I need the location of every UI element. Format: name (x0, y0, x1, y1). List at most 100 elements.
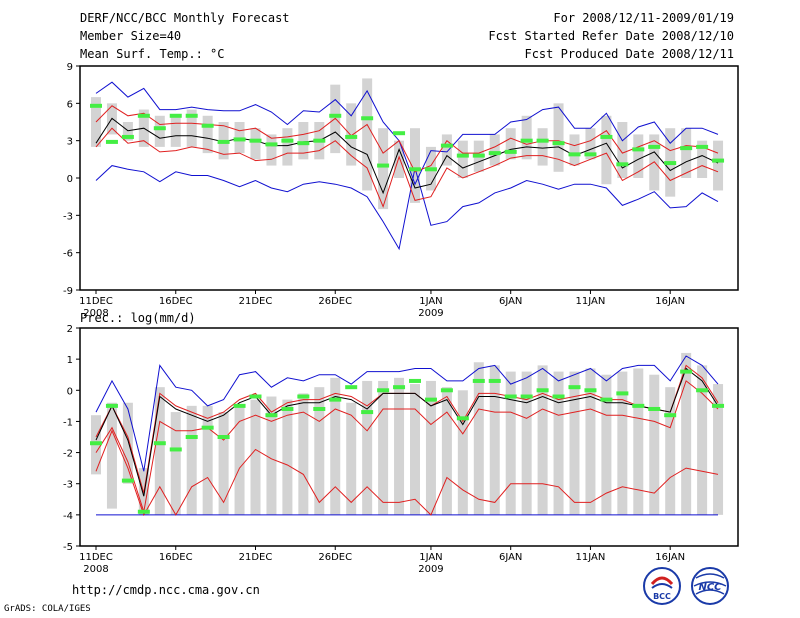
temperature-spread-box (170, 115, 181, 147)
precipitation-observed-marker (185, 435, 198, 439)
precipitation-observed-marker (568, 385, 581, 390)
temperature-y-tick-label: 0 (67, 174, 73, 185)
precipitation-observed-marker (536, 388, 549, 393)
temperature-spread-box (681, 128, 692, 178)
precipitation-observed-marker (137, 509, 150, 514)
precipitation-spread-box (330, 377, 341, 515)
temperature-spread-box (394, 140, 405, 178)
precipitation-spread-box (362, 380, 373, 515)
precipitation-observed-marker (488, 378, 501, 383)
precipitation-spread-box (298, 393, 309, 515)
precipitation-spread-box (441, 387, 452, 515)
temperature-x-tick-label: 11DEC (79, 296, 113, 307)
precipitation-x-tick-label: 11DEC (79, 552, 113, 563)
temperature-y-tick-label: -3 (63, 211, 73, 222)
temperature-spread-box (537, 128, 548, 166)
temperature-observed-marker (664, 161, 677, 166)
precipitation-x-tick-label: 16JAN (655, 552, 685, 563)
temperature-observed-marker (201, 123, 214, 128)
temperature-observed-marker (536, 138, 549, 143)
temperature-y-tick-label: 9 (67, 62, 73, 73)
temperature-y-tick-label: -6 (63, 249, 73, 260)
precipitation-spread-box (617, 371, 628, 515)
precipitation-year-label: 2008 (83, 564, 108, 575)
temperature-spread-box (186, 109, 197, 147)
temperature-spread-box (410, 128, 420, 203)
temperature-observed-marker (472, 153, 485, 158)
temperature-observed-marker (217, 139, 230, 144)
precipitation-observed-marker (345, 385, 358, 390)
precipitation-spread-box (314, 387, 325, 515)
temperature-spread-box (569, 134, 580, 166)
precipitation-spread-box (425, 380, 436, 515)
temperature-y-tick-label: -9 (63, 286, 73, 297)
precipitation-observed-marker (297, 394, 310, 399)
temperature-observed-marker (249, 138, 262, 143)
precipitation-observed-marker (472, 378, 485, 383)
precipitation-x-tick-label: 16DEC (159, 552, 193, 563)
temperature-observed-marker (105, 139, 118, 144)
temperature-observed-marker (121, 134, 134, 139)
precipitation-spread-box (250, 399, 261, 515)
temperature-observed-marker (616, 162, 629, 167)
temperature-observed-marker (393, 131, 406, 136)
temperature-spread-box (521, 115, 532, 160)
temperature-observed-marker (169, 113, 182, 118)
precipitation-spread-box (713, 384, 724, 515)
precipitation-observed-marker (680, 369, 693, 374)
precipitation-y-tick-label: -5 (63, 542, 73, 553)
temperature-observed-marker (297, 141, 310, 146)
precipitation-x-tick-label: 26DEC (318, 552, 352, 563)
temperature-x-tick-label: 6JAN (499, 296, 522, 307)
precipitation-observed-marker (424, 397, 437, 402)
temperature-spread-box (122, 122, 133, 141)
temperature-year-label: 2009 (418, 308, 443, 319)
precipitation-spread-box (234, 405, 245, 515)
temperature-y-tick-label: 6 (67, 99, 73, 110)
temperature-spread-box (298, 122, 309, 160)
precipitation-spread-box (378, 380, 389, 515)
precipitation-spread-box (186, 405, 197, 515)
temperature-x-tick-label: 16DEC (159, 296, 193, 307)
temperature-observed-marker (600, 134, 613, 139)
precipitation-spread-box (170, 412, 181, 515)
temperature-observed-marker (456, 153, 469, 158)
precipitation-observed-marker (456, 416, 469, 421)
precipitation-observed-marker (409, 378, 421, 383)
temperature-observed-marker (696, 144, 709, 149)
temperature-observed-marker (265, 142, 278, 147)
temperature-observed-marker (281, 138, 294, 143)
precipitation-x-tick-label: 21DEC (239, 552, 273, 563)
precipitation-observed-marker (600, 397, 613, 402)
precipitation-p_low2-line (95, 429, 719, 517)
precipitation-observed-marker (217, 435, 230, 439)
footer-url[interactable]: http://cmdp.ncc.cma.gov.cn (72, 583, 260, 597)
variable-label: Mean Surf. Temp.: °C (80, 47, 225, 61)
precipitation-spread-box (537, 365, 548, 515)
temperature-observed-marker (90, 103, 102, 108)
precipitation-observed-marker (393, 385, 406, 390)
precipitation-spread-box (665, 387, 676, 515)
temperature-spread-box (441, 134, 452, 166)
temperature-spread-box (154, 115, 165, 147)
temperature-observed-marker (440, 143, 453, 148)
precipitation-spread-box (505, 371, 516, 515)
temperature-observed-marker (680, 146, 693, 151)
bcc-logo: BCC (643, 567, 681, 605)
precipitation-spread-box (218, 412, 229, 515)
temperature-spread-box (505, 128, 516, 160)
temperature-spread-box (553, 103, 564, 172)
precipitation-observed-marker (249, 394, 262, 399)
temperature-spread-box (282, 128, 293, 166)
temperature-observed-marker (488, 151, 501, 156)
temperature-observed-marker (648, 144, 661, 149)
precipitation-observed-marker (504, 394, 517, 399)
precipitation-spread-box (282, 399, 293, 515)
precipitation-observed-marker (90, 441, 102, 446)
temperature-observed-marker (504, 149, 517, 154)
precipitation-observed-marker (616, 391, 629, 396)
temperature-observed-marker (345, 134, 358, 139)
temperature-observed-marker (361, 116, 374, 121)
precipitation-spread-box (569, 371, 580, 515)
temperature-observed-marker (552, 141, 565, 146)
